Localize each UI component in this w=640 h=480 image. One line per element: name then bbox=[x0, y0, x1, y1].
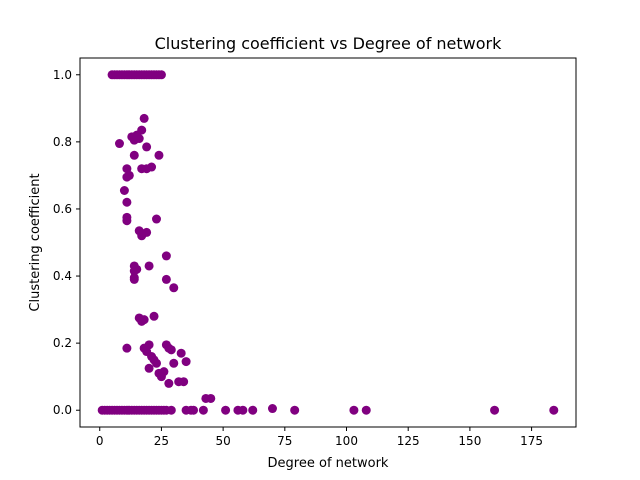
x-tick-label: 125 bbox=[397, 434, 420, 448]
x-tick-label: 175 bbox=[520, 434, 543, 448]
data-point bbox=[290, 405, 300, 415]
x-axis-label: Degree of network bbox=[268, 456, 389, 471]
data-point bbox=[238, 405, 248, 415]
y-tick-label: 0.2 bbox=[53, 336, 72, 350]
data-point bbox=[129, 150, 139, 160]
x-tick-label: 75 bbox=[277, 434, 292, 448]
data-point bbox=[164, 378, 174, 388]
y-tick-label: 0.4 bbox=[53, 269, 72, 283]
data-point bbox=[119, 186, 129, 196]
axis-ticks: 0 25 50 75 100 125 150 175 0.0 0.2 0.4 0.6 0.8 1.0 bbox=[53, 68, 543, 448]
data-point bbox=[151, 214, 161, 224]
data-point bbox=[181, 357, 191, 367]
data-point bbox=[129, 274, 139, 284]
x-tick-label: 100 bbox=[335, 434, 358, 448]
data-point bbox=[156, 70, 166, 80]
x-tick-label: 150 bbox=[458, 434, 481, 448]
data-point bbox=[349, 405, 359, 415]
data-point bbox=[122, 216, 132, 226]
data-point bbox=[151, 358, 161, 368]
data-point bbox=[114, 139, 124, 149]
data-point bbox=[221, 405, 231, 415]
data-point bbox=[198, 405, 208, 415]
data-point bbox=[142, 142, 152, 152]
data-points bbox=[97, 70, 559, 415]
data-point bbox=[154, 150, 164, 160]
data-point bbox=[169, 283, 179, 293]
data-point bbox=[361, 405, 371, 415]
data-point bbox=[139, 113, 149, 123]
data-point bbox=[122, 197, 132, 207]
data-point bbox=[176, 348, 186, 358]
data-point bbox=[166, 405, 176, 415]
plot-frame bbox=[79, 57, 577, 428]
data-point bbox=[134, 134, 144, 144]
data-point bbox=[549, 405, 559, 415]
data-point bbox=[169, 358, 179, 368]
data-point bbox=[490, 405, 500, 415]
data-point bbox=[159, 367, 169, 377]
data-point bbox=[147, 162, 157, 172]
x-tick-label: 0 bbox=[96, 434, 104, 448]
data-point bbox=[122, 343, 132, 353]
data-point bbox=[166, 345, 176, 355]
data-point bbox=[161, 274, 171, 284]
data-point bbox=[144, 261, 154, 271]
data-point bbox=[137, 125, 147, 135]
x-tick-label: 25 bbox=[154, 434, 169, 448]
data-point bbox=[267, 404, 277, 414]
data-point bbox=[206, 393, 216, 403]
y-tick-label: 0.6 bbox=[53, 202, 72, 216]
data-point bbox=[139, 315, 149, 325]
data-point bbox=[161, 251, 171, 261]
chart-title: Clustering coefficient vs Degree of netw… bbox=[155, 34, 503, 53]
data-point bbox=[142, 227, 152, 237]
data-point bbox=[124, 170, 134, 180]
data-point bbox=[179, 377, 189, 387]
y-tick-label: 1.0 bbox=[53, 68, 72, 82]
data-point bbox=[132, 264, 142, 274]
data-point bbox=[189, 405, 199, 415]
data-point bbox=[144, 340, 154, 350]
y-axis-label: Clustering coefficient bbox=[28, 173, 43, 311]
data-point bbox=[149, 311, 159, 321]
y-tick-label: 0.8 bbox=[53, 135, 72, 149]
data-point bbox=[248, 405, 258, 415]
y-tick-label: 0.0 bbox=[53, 403, 72, 417]
data-point bbox=[144, 363, 154, 373]
x-tick-label: 50 bbox=[215, 434, 230, 448]
